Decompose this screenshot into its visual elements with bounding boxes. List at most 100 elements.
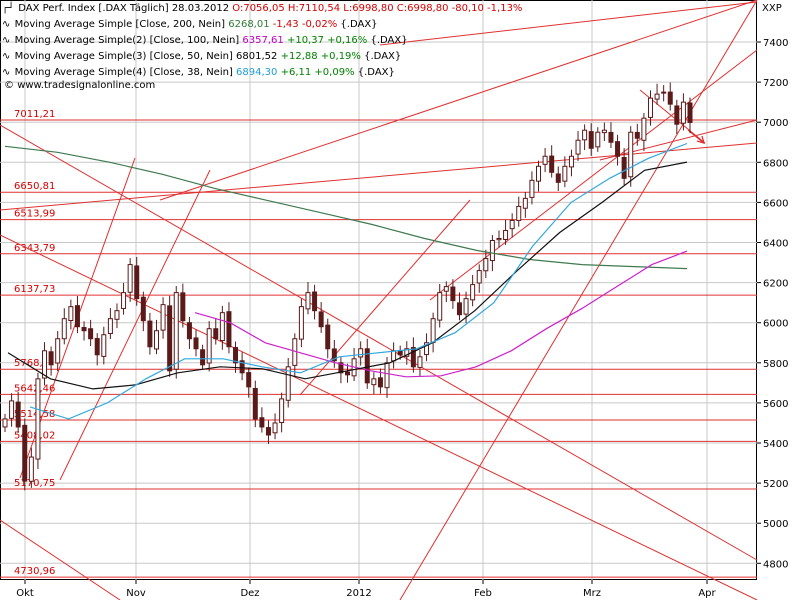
candle-body (687, 102, 693, 123)
candle-body (246, 372, 252, 388)
candle-body (9, 400, 15, 419)
watermark[interactable]: © www.tradesignalonline.com (4, 80, 155, 91)
candle-body (206, 328, 212, 364)
candle-body (180, 292, 186, 322)
legend-ma-100[interactable]: ∿ Moving Average Simple(2) [Close, 100, … (2, 33, 522, 49)
candle-body (28, 456, 34, 482)
candle-body (575, 139, 581, 155)
candle-body (641, 117, 647, 141)
candle-body (94, 338, 100, 356)
candle-body (615, 141, 621, 157)
legend-ma-value: 6357,61 (242, 35, 284, 46)
candle-body (55, 338, 61, 364)
plot-frame (0, 0, 757, 580)
candle-body (364, 348, 370, 384)
candle-body (542, 155, 548, 165)
level-label: 7011,21 (14, 109, 55, 120)
candle-body (667, 91, 673, 105)
trend-line (0, 124, 758, 561)
x-tick-label: Dez (240, 588, 259, 599)
y-tick-label: 7000 (763, 118, 788, 129)
candle-body (661, 91, 667, 94)
legend-ma-label: Moving Average Simple(4) [Close, 38, Nei… (14, 67, 233, 78)
legend-ma-change: +12,88 +0,19% (280, 51, 361, 62)
legend-ma-change: +10,37 +0,16% (286, 35, 368, 46)
legend-ma-200[interactable]: ∿ Moving Average Simple [Close, 200, Nei… (2, 17, 522, 33)
candle-body (193, 337, 199, 350)
candle-body (186, 322, 192, 340)
x-tick-label: 2012 (346, 588, 371, 599)
axis-unit-label: XXP (762, 3, 782, 14)
legend-ma-50[interactable]: ∿ Moving Average Simple(3) [Close, 50, N… (2, 49, 522, 65)
candle-body (15, 401, 21, 428)
candle-body (42, 350, 48, 379)
candle-body (35, 378, 41, 460)
y-tick-label: 4800 (763, 559, 788, 570)
legend-ma-label: Moving Average Simple(2) [Close, 100, Ne… (14, 35, 240, 46)
candle-body (127, 264, 133, 293)
candle-body (437, 292, 443, 321)
candle-body (522, 197, 528, 209)
candle-body (608, 131, 614, 143)
candle-body (674, 105, 680, 125)
candle-body (601, 129, 607, 134)
watermark-text: www.tradesignalonline.com (17, 80, 156, 91)
candle-body (325, 324, 331, 350)
candle-body (595, 131, 601, 148)
candle-body (588, 131, 594, 149)
candle-body (259, 417, 265, 428)
candle-body (634, 131, 640, 139)
ma-line-icon: ∿ (2, 19, 11, 30)
candle-body (279, 398, 285, 424)
candle-body (2, 418, 8, 428)
legend-ma-change: +6,11 +0,09% (280, 67, 355, 78)
candle-body (61, 318, 67, 340)
level-label: 5170,75 (14, 478, 55, 489)
candle-body (160, 304, 166, 331)
trend-line (159, 0, 758, 201)
candle-body (312, 291, 318, 312)
level-label: 6137,73 (14, 284, 55, 295)
candle-body (153, 330, 159, 350)
level-label: 6650,81 (14, 181, 55, 192)
x-tick-label: Feb (474, 588, 492, 599)
candle-body (430, 318, 436, 343)
candle-body (358, 348, 364, 358)
candle-body (101, 334, 107, 357)
candle-body (239, 360, 245, 374)
candle-body (285, 366, 291, 401)
candle-body (252, 387, 258, 420)
level-label: 5642,46 (14, 383, 55, 394)
ma-line-icon: ∿ (2, 51, 11, 62)
x-tick-label: Apr (698, 588, 716, 599)
candle-body (424, 342, 430, 356)
candle-body (338, 362, 344, 374)
trend-line (599, 119, 758, 161)
ma38-line (29, 142, 688, 420)
y-tick-label: 6200 (763, 279, 788, 290)
candle-body (562, 165, 568, 182)
candle-body (140, 296, 146, 322)
ma-line-icon: ∿ (2, 35, 11, 46)
candle-body (200, 349, 206, 366)
y-tick-label: 5200 (763, 479, 788, 490)
candle-body (529, 179, 535, 198)
trend-line (59, 169, 211, 481)
y-tick-label: 5000 (763, 519, 788, 530)
legend-ma-38[interactable]: ∿ Moving Average Simple(4) [Close, 38, N… (2, 65, 522, 81)
trend-line (399, 0, 758, 600)
candle-body (410, 347, 416, 368)
candle-body (305, 292, 311, 310)
candle-body (509, 219, 515, 230)
candle-body (503, 229, 509, 240)
x-tick-label: Okt (16, 588, 34, 599)
legend-ma-symbol: {.DAX} (357, 67, 395, 78)
candle-body (22, 424, 28, 482)
candle-body (555, 173, 561, 183)
candle-body (213, 328, 219, 340)
y-tick-label: 6600 (763, 198, 788, 209)
candle-body (74, 305, 80, 328)
chart-legend: ┌┘ DAX Perf. Index [.DAX Täglich] 28.03.… (2, 1, 522, 81)
candle-body (121, 292, 127, 309)
